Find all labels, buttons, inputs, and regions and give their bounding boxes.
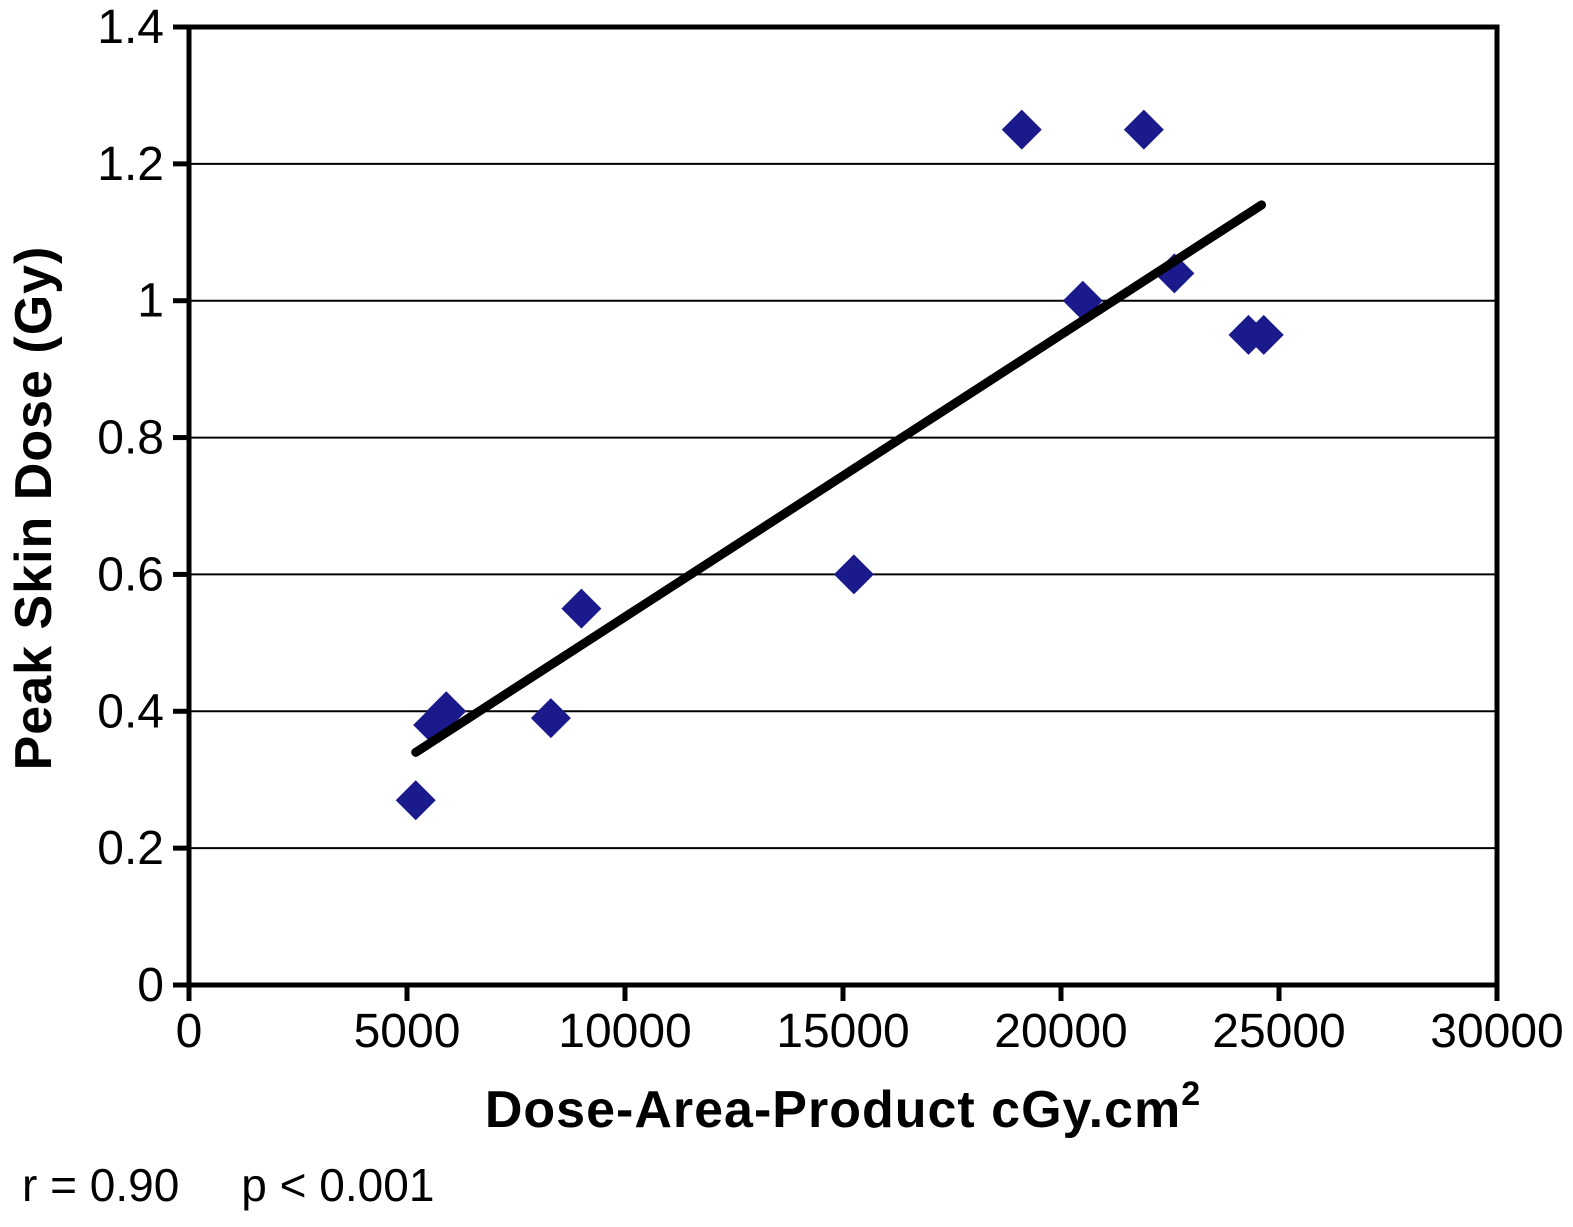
x-tick-label: 0 bbox=[176, 1005, 203, 1058]
y-tick-label: 0.6 bbox=[97, 548, 164, 601]
x-axis-title-text: Dose-Area-Product cGy.cm bbox=[484, 1081, 1182, 1139]
x-tick-label: 5000 bbox=[354, 1005, 461, 1058]
x-axis-title-superscript: 2 bbox=[1181, 1075, 1202, 1113]
x-tick-label: 30000 bbox=[1430, 1005, 1563, 1058]
y-tick-label: 0.4 bbox=[97, 685, 164, 738]
y-tick-label: 1.2 bbox=[97, 138, 164, 191]
y-tick-label: 1 bbox=[137, 275, 164, 328]
x-tick-label: 10000 bbox=[558, 1005, 691, 1058]
x-tick-label: 25000 bbox=[1212, 1005, 1345, 1058]
data-point bbox=[561, 588, 602, 629]
pvalue-text: p < 0.001 bbox=[241, 1159, 435, 1211]
x-axis-title: Dose-Area-Product cGy.cm2 bbox=[189, 1075, 1497, 1140]
y-tick-label: 0.2 bbox=[97, 822, 164, 875]
correlation-text: r = 0.90 bbox=[22, 1159, 180, 1211]
y-axis-title-text: Peak Skin Dose (Gy) bbox=[5, 245, 63, 771]
data-point bbox=[1123, 109, 1164, 150]
y-tick-label: 0.8 bbox=[97, 412, 164, 465]
x-tick-label: 15000 bbox=[776, 1005, 909, 1058]
data-point bbox=[1243, 314, 1284, 355]
stats-annotation: r = 0.90 p < 0.001 bbox=[22, 1158, 434, 1212]
y-axis-title: Peak Skin Dose (Gy) bbox=[4, 246, 64, 771]
x-tick-label: 20000 bbox=[994, 1005, 1127, 1058]
y-tick-label: 1.4 bbox=[97, 1, 164, 54]
data-point bbox=[833, 554, 874, 595]
data-point bbox=[395, 780, 436, 821]
data-point bbox=[530, 698, 571, 739]
trend-line bbox=[411, 200, 1267, 757]
y-tick-label: 0 bbox=[137, 959, 164, 1012]
data-point bbox=[1001, 109, 1042, 150]
plot-border bbox=[186, 24, 1500, 988]
